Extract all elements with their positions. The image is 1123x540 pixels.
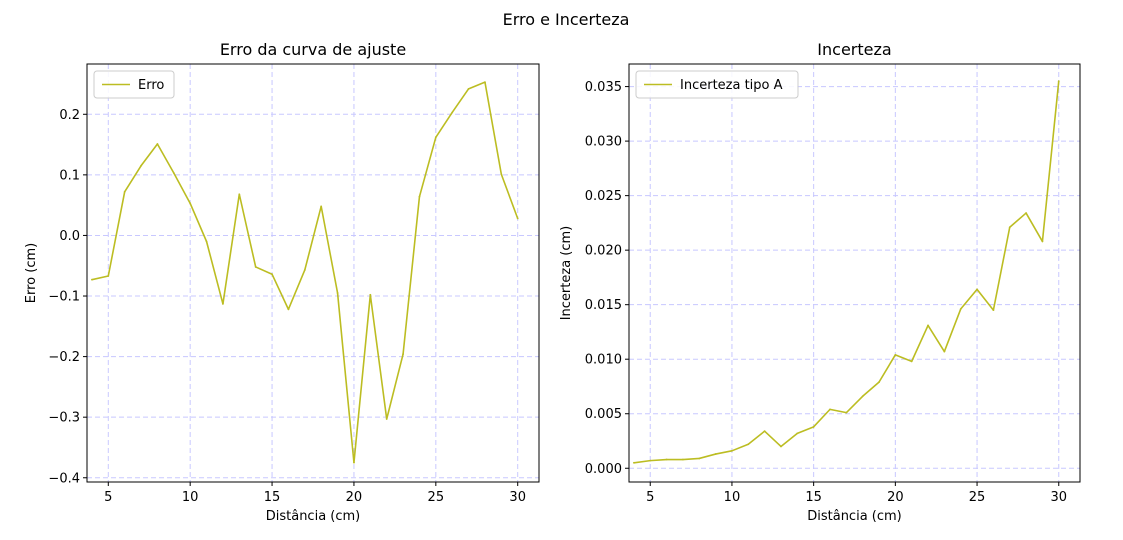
- data-point: [714, 453, 717, 455]
- x-axis-label: Distância (cm): [807, 509, 902, 524]
- y-tick-label: −0.3: [48, 411, 80, 426]
- data-point: [992, 309, 995, 312]
- y-axis-label: Incerteza (cm): [559, 226, 574, 321]
- data-point: [1057, 80, 1060, 83]
- data-point: [156, 143, 159, 145]
- data-point: [747, 443, 750, 446]
- x-tick-label: 30: [1050, 490, 1067, 505]
- data-point: [698, 457, 701, 460]
- data-point: [861, 395, 864, 398]
- y-tick-label: 0.010: [585, 353, 622, 368]
- data-point: [1008, 226, 1011, 229]
- data-point: [780, 445, 782, 448]
- y-tick-label: 0.1: [59, 168, 80, 183]
- data-point: [927, 324, 929, 327]
- y-tick-label: 0.2: [59, 108, 80, 123]
- data-point: [402, 353, 404, 356]
- data-point: [976, 288, 978, 291]
- data-point: [353, 461, 355, 464]
- y-tick-label: 0.035: [585, 80, 622, 95]
- data-point: [271, 273, 273, 276]
- data-point: [287, 308, 290, 311]
- x-axis-label: Distância (cm): [266, 509, 361, 524]
- chart-title: Incerteza: [817, 40, 891, 59]
- data-point: [796, 432, 799, 435]
- data-point: [336, 292, 339, 294]
- plot-frame: [86, 63, 540, 483]
- x-tick-label: 15: [805, 490, 822, 505]
- x-tick-label: 10: [182, 490, 199, 505]
- data-point: [418, 195, 421, 198]
- y-tick-label: 0.015: [585, 298, 622, 313]
- series-line-erro: [91, 81, 519, 464]
- x-tick-label: 15: [264, 490, 281, 505]
- x-tick-label: 5: [104, 490, 112, 505]
- data-point: [812, 425, 815, 428]
- y-tick-label: −0.1: [48, 290, 80, 305]
- data-point: [369, 293, 372, 296]
- y-tick-label: 0.0: [59, 229, 80, 244]
- x-tick-label: 25: [428, 490, 445, 505]
- y-tick-label: 0.020: [585, 244, 622, 259]
- data-point: [172, 172, 175, 174]
- data-point: [894, 353, 897, 356]
- chart-title: Erro da curva de ajuste: [220, 40, 406, 59]
- data-point: [878, 381, 880, 384]
- data-point: [484, 81, 486, 84]
- data-point: [303, 269, 306, 271]
- data-point: [959, 308, 962, 310]
- data-point: [238, 193, 241, 196]
- data-point: [123, 190, 126, 193]
- series-line-incerteza-tipo-a: [633, 81, 1060, 464]
- plot-frame: [628, 63, 1081, 483]
- x-tick-label: 30: [509, 490, 526, 505]
- y-axis-label: Erro (cm): [24, 243, 39, 303]
- data-point: [140, 164, 142, 167]
- data-point: [434, 136, 437, 139]
- data-point: [385, 418, 388, 420]
- data-point: [107, 275, 110, 277]
- data-point: [763, 430, 766, 433]
- legend-label: Incerteza tipo A: [680, 78, 783, 93]
- y-tick-label: 0.025: [585, 189, 622, 204]
- data-point: [467, 87, 470, 90]
- y-tick-label: 0.000: [585, 462, 622, 477]
- data-point: [649, 459, 652, 462]
- x-tick-label: 10: [724, 490, 741, 505]
- data-point: [1025, 212, 1027, 214]
- data-point: [910, 360, 913, 363]
- panel-erro: 5 10 15 20 25 30 −0.4 −0.3 −0.2 −0.1 0.0 0.1 0.2 Erro…: [24, 40, 540, 524]
- data-point: [829, 408, 831, 411]
- data-point: [516, 217, 519, 220]
- y-tick-label: −0.4: [48, 471, 80, 486]
- data-point: [665, 458, 668, 461]
- y-tick-label: −0.2: [48, 350, 80, 365]
- legend-box: [635, 70, 799, 99]
- x-tick-label: 25: [969, 490, 986, 505]
- legend-box: [93, 70, 175, 99]
- data-point: [222, 302, 224, 305]
- panel-incerteza: 5 10 15 20 25 30 0.000 0.005 0.010 0.015 0.020 0.02…: [559, 40, 1081, 524]
- data-point: [451, 111, 454, 114]
- y-tick-label: 0.030: [585, 135, 622, 150]
- data-point: [633, 461, 635, 464]
- y-tick-label: 0.005: [585, 407, 622, 422]
- legend-label: Erro: [138, 78, 164, 93]
- data-point: [205, 240, 208, 243]
- data-point: [1041, 240, 1044, 243]
- x-tick-label: 20: [887, 490, 904, 505]
- data-point: [682, 458, 684, 461]
- x-tick-label: 5: [646, 490, 654, 505]
- figure-suptitle: Erro e Incerteza: [503, 10, 630, 29]
- data-point: [254, 266, 257, 268]
- data-point: [943, 350, 946, 353]
- data-point: [500, 173, 503, 176]
- data-point: [320, 205, 323, 208]
- data-point: [189, 202, 192, 205]
- data-point: [91, 278, 93, 281]
- data-point: [845, 411, 848, 414]
- x-tick-label: 20: [346, 490, 363, 505]
- data-point: [731, 449, 733, 452]
